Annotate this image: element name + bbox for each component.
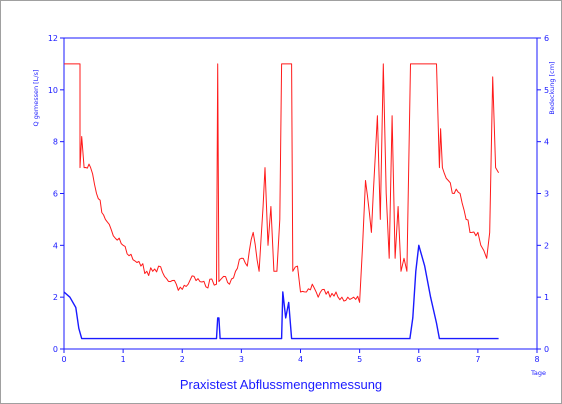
y-tick-label-left: 8	[53, 138, 58, 147]
x-tick-label: 3	[239, 355, 244, 364]
x-tick-label: 6	[416, 355, 421, 364]
y-tick-label-right: 1	[544, 293, 549, 302]
cover-series-line	[63, 244, 499, 340]
x-tick-label: 5	[357, 355, 362, 364]
x-tick-label: 4	[298, 355, 303, 364]
x-tick-label: 7	[475, 355, 480, 364]
y-axis-label-left: Q gemessen [L/s]	[32, 70, 40, 127]
y-tick-label-left: 10	[48, 86, 58, 95]
x-tick-label: 0	[61, 355, 66, 364]
y-tick-label-left: 6	[53, 190, 58, 199]
y-tick-label-left: 0	[53, 345, 58, 354]
x-tick-label: 1	[121, 355, 126, 364]
x-tick-label: 8	[534, 355, 539, 364]
y-tick-label-right: 4	[544, 138, 549, 147]
flow-series-line	[64, 63, 500, 303]
plot-area	[63, 37, 538, 350]
y-tick-label-right: 5	[544, 86, 549, 95]
y-tick-label-left: 2	[53, 293, 58, 302]
y-tick-label-left: 4	[53, 241, 58, 250]
y-tick-label-right: 3	[544, 190, 549, 199]
y-tick-label-right: 6	[544, 34, 549, 43]
y-tick-label-right: 0	[544, 345, 549, 354]
x-tick-label: 2	[180, 355, 185, 364]
cover-series-group	[63, 244, 499, 340]
x-axis-label: Tage	[530, 369, 546, 377]
chart-title: Praxistest Abflussmengenmessung	[180, 377, 382, 392]
y-tick-label-left: 12	[48, 34, 58, 43]
y-axis-label-right: Bedeckung [cm]	[548, 61, 556, 114]
flow-series-group	[64, 63, 500, 303]
y-tick-label-right: 2	[544, 241, 549, 250]
